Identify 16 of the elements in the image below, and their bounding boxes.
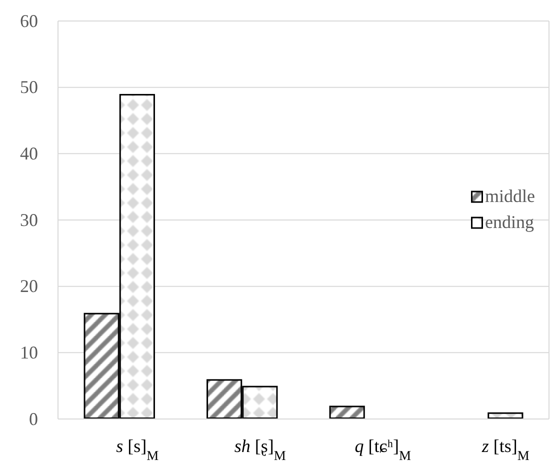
bar (206, 379, 242, 419)
x-tick-label: s [s]$_{M}$ (116, 436, 159, 462)
bar (84, 312, 120, 419)
bar (329, 406, 365, 419)
y-tick-label: 20 (20, 276, 38, 296)
legend-label: ending (485, 212, 534, 232)
y-tick-label: 60 (20, 10, 38, 31)
y-tick-label: 40 (20, 143, 38, 164)
x-tick-label: z [ts]$_{M}$ (480, 436, 530, 462)
y-tick-label: 0 (29, 408, 38, 429)
x-tick-label: sh [ʂ]$_{M}$ (234, 436, 286, 462)
y-tick-label: 30 (20, 210, 38, 230)
y-tick-label: 10 (20, 342, 38, 362)
legend-label: middle (485, 186, 536, 206)
x-tick-label: q [tɕʰ]$_{M}$ (354, 436, 412, 462)
y-tick-label: 50 (20, 77, 38, 98)
